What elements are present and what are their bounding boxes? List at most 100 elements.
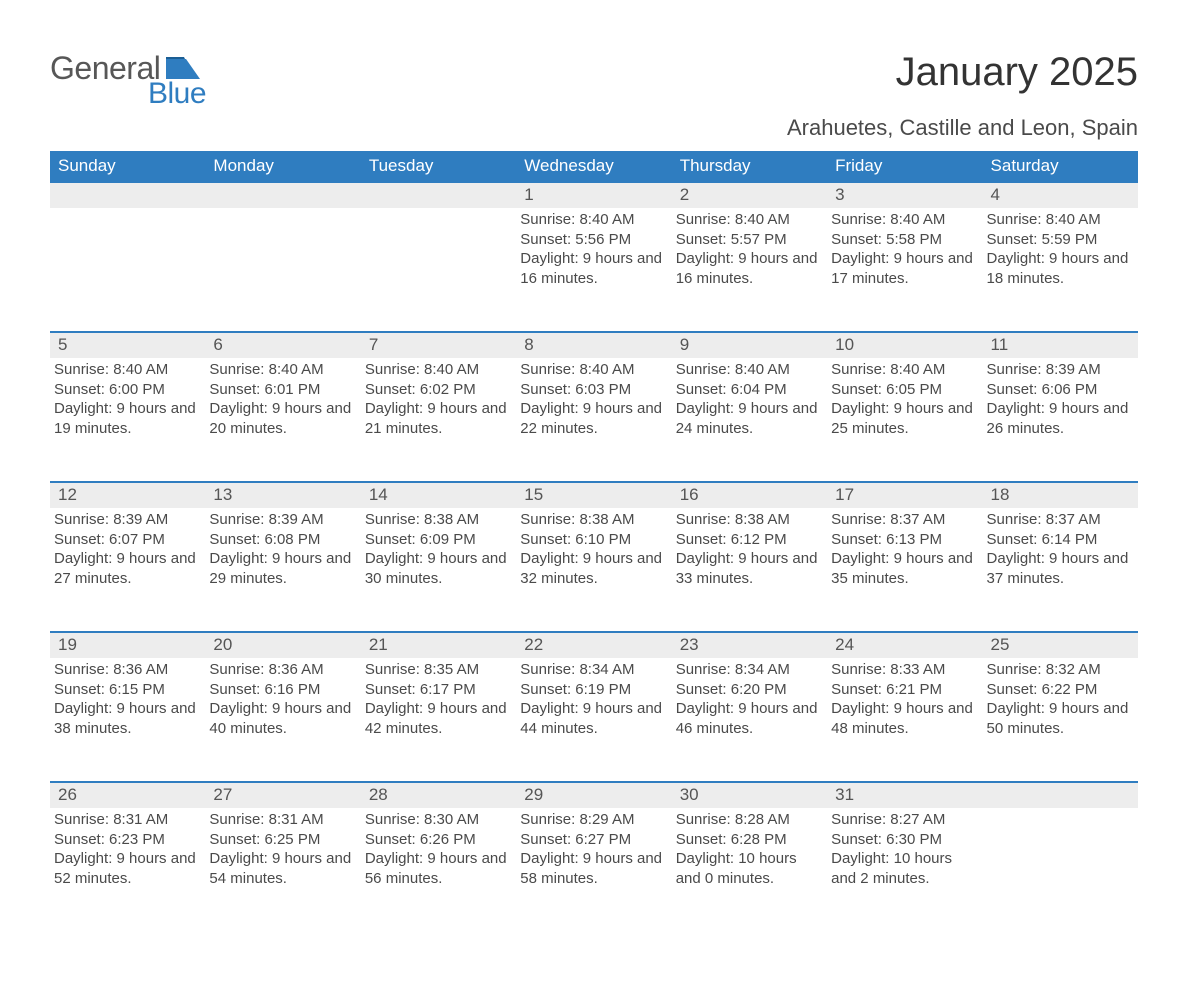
day-body: Sunrise: 8:39 AMSunset: 6:06 PMDaylight:… <box>983 358 1138 440</box>
sunset-text: Sunset: 6:20 PM <box>676 680 823 700</box>
daylight-text: Daylight: 9 hours and 40 minutes. <box>209 699 356 738</box>
month-title: January 2025 <box>787 50 1138 95</box>
day-number: 29 <box>516 781 671 808</box>
day-body: Sunrise: 8:40 AMSunset: 5:56 PMDaylight:… <box>516 208 671 290</box>
weekday-header: Sunday <box>50 151 205 181</box>
day-body <box>50 208 205 212</box>
sunrise-text: Sunrise: 8:30 AM <box>365 810 512 830</box>
weekday-header: Saturday <box>983 151 1138 181</box>
weekday-header: Monday <box>205 151 360 181</box>
day-cell: 9Sunrise: 8:40 AMSunset: 6:04 PMDaylight… <box>672 331 827 481</box>
page-header: General Blue January 2025 Arahuetes, Cas… <box>50 50 1138 147</box>
day-body: Sunrise: 8:35 AMSunset: 6:17 PMDaylight:… <box>361 658 516 740</box>
day-number: 14 <box>361 481 516 508</box>
day-cell: 13Sunrise: 8:39 AMSunset: 6:08 PMDayligh… <box>205 481 360 631</box>
day-cell: 18Sunrise: 8:37 AMSunset: 6:14 PMDayligh… <box>983 481 1138 631</box>
day-cell: 28Sunrise: 8:30 AMSunset: 6:26 PMDayligh… <box>361 781 516 931</box>
day-body: Sunrise: 8:40 AMSunset: 6:04 PMDaylight:… <box>672 358 827 440</box>
weekday-header: Thursday <box>672 151 827 181</box>
day-cell: 26Sunrise: 8:31 AMSunset: 6:23 PMDayligh… <box>50 781 205 931</box>
day-cell: 2Sunrise: 8:40 AMSunset: 5:57 PMDaylight… <box>672 181 827 331</box>
sunrise-text: Sunrise: 8:32 AM <box>987 660 1134 680</box>
sunset-text: Sunset: 6:25 PM <box>209 830 356 850</box>
sunrise-text: Sunrise: 8:33 AM <box>831 660 978 680</box>
sunrise-text: Sunrise: 8:34 AM <box>520 660 667 680</box>
sunset-text: Sunset: 6:01 PM <box>209 380 356 400</box>
sunset-text: Sunset: 6:04 PM <box>676 380 823 400</box>
sunset-text: Sunset: 6:28 PM <box>676 830 823 850</box>
sunset-text: Sunset: 6:12 PM <box>676 530 823 550</box>
day-cell: 21Sunrise: 8:35 AMSunset: 6:17 PMDayligh… <box>361 631 516 781</box>
day-body: Sunrise: 8:29 AMSunset: 6:27 PMDaylight:… <box>516 808 671 890</box>
day-body: Sunrise: 8:27 AMSunset: 6:30 PMDaylight:… <box>827 808 982 890</box>
day-body: Sunrise: 8:31 AMSunset: 6:25 PMDaylight:… <box>205 808 360 890</box>
daylight-text: Daylight: 9 hours and 44 minutes. <box>520 699 667 738</box>
day-cell: 12Sunrise: 8:39 AMSunset: 6:07 PMDayligh… <box>50 481 205 631</box>
sunset-text: Sunset: 6:15 PM <box>54 680 201 700</box>
day-body: Sunrise: 8:38 AMSunset: 6:09 PMDaylight:… <box>361 508 516 590</box>
day-cell: 4Sunrise: 8:40 AMSunset: 5:59 PMDaylight… <box>983 181 1138 331</box>
daylight-text: Daylight: 10 hours and 0 minutes. <box>676 849 823 888</box>
day-body: Sunrise: 8:40 AMSunset: 5:57 PMDaylight:… <box>672 208 827 290</box>
daylight-text: Daylight: 9 hours and 32 minutes. <box>520 549 667 588</box>
sunrise-text: Sunrise: 8:31 AM <box>209 810 356 830</box>
day-cell: 11Sunrise: 8:39 AMSunset: 6:06 PMDayligh… <box>983 331 1138 481</box>
day-number: 28 <box>361 781 516 808</box>
sunset-text: Sunset: 5:59 PM <box>987 230 1134 250</box>
week-row: 12Sunrise: 8:39 AMSunset: 6:07 PMDayligh… <box>50 481 1138 631</box>
week-row: 19Sunrise: 8:36 AMSunset: 6:15 PMDayligh… <box>50 631 1138 781</box>
flag-icon <box>166 57 200 79</box>
sunset-text: Sunset: 6:21 PM <box>831 680 978 700</box>
day-cell: 20Sunrise: 8:36 AMSunset: 6:16 PMDayligh… <box>205 631 360 781</box>
day-number: 10 <box>827 331 982 358</box>
daylight-text: Daylight: 9 hours and 26 minutes. <box>987 399 1134 438</box>
sunrise-text: Sunrise: 8:39 AM <box>209 510 356 530</box>
daylight-text: Daylight: 9 hours and 54 minutes. <box>209 849 356 888</box>
calendar-table: SundayMondayTuesdayWednesdayThursdayFrid… <box>50 151 1138 931</box>
daylight-text: Daylight: 9 hours and 19 minutes. <box>54 399 201 438</box>
sunset-text: Sunset: 6:05 PM <box>831 380 978 400</box>
sunrise-text: Sunrise: 8:36 AM <box>209 660 356 680</box>
sunrise-text: Sunrise: 8:34 AM <box>676 660 823 680</box>
day-body: Sunrise: 8:40 AMSunset: 6:02 PMDaylight:… <box>361 358 516 440</box>
day-number: 7 <box>361 331 516 358</box>
day-number <box>361 181 516 208</box>
sunrise-text: Sunrise: 8:40 AM <box>987 210 1134 230</box>
daylight-text: Daylight: 9 hours and 22 minutes. <box>520 399 667 438</box>
day-cell: 8Sunrise: 8:40 AMSunset: 6:03 PMDaylight… <box>516 331 671 481</box>
day-number: 23 <box>672 631 827 658</box>
day-cell: 1Sunrise: 8:40 AMSunset: 5:56 PMDaylight… <box>516 181 671 331</box>
sunrise-text: Sunrise: 8:40 AM <box>831 360 978 380</box>
daylight-text: Daylight: 9 hours and 21 minutes. <box>365 399 512 438</box>
day-cell <box>361 181 516 331</box>
week-row: 5Sunrise: 8:40 AMSunset: 6:00 PMDaylight… <box>50 331 1138 481</box>
sunset-text: Sunset: 6:14 PM <box>987 530 1134 550</box>
day-number: 5 <box>50 331 205 358</box>
daylight-text: Daylight: 9 hours and 27 minutes. <box>54 549 201 588</box>
sunset-text: Sunset: 6:19 PM <box>520 680 667 700</box>
sunset-text: Sunset: 6:10 PM <box>520 530 667 550</box>
day-number: 26 <box>50 781 205 808</box>
day-number: 20 <box>205 631 360 658</box>
day-number: 15 <box>516 481 671 508</box>
day-cell: 7Sunrise: 8:40 AMSunset: 6:02 PMDaylight… <box>361 331 516 481</box>
daylight-text: Daylight: 9 hours and 56 minutes. <box>365 849 512 888</box>
day-body: Sunrise: 8:40 AMSunset: 5:59 PMDaylight:… <box>983 208 1138 290</box>
daylight-text: Daylight: 9 hours and 50 minutes. <box>987 699 1134 738</box>
weekday-header: Friday <box>827 151 982 181</box>
sunrise-text: Sunrise: 8:40 AM <box>54 360 201 380</box>
day-body <box>205 208 360 212</box>
day-number: 16 <box>672 481 827 508</box>
sunrise-text: Sunrise: 8:35 AM <box>365 660 512 680</box>
day-number <box>50 181 205 208</box>
weekday-header: Tuesday <box>361 151 516 181</box>
day-cell <box>205 181 360 331</box>
sunrise-text: Sunrise: 8:37 AM <box>987 510 1134 530</box>
day-cell: 5Sunrise: 8:40 AMSunset: 6:00 PMDaylight… <box>50 331 205 481</box>
day-number: 21 <box>361 631 516 658</box>
day-body: Sunrise: 8:31 AMSunset: 6:23 PMDaylight:… <box>50 808 205 890</box>
daylight-text: Daylight: 9 hours and 30 minutes. <box>365 549 512 588</box>
sunrise-text: Sunrise: 8:38 AM <box>365 510 512 530</box>
sunrise-text: Sunrise: 8:39 AM <box>54 510 201 530</box>
day-number <box>205 181 360 208</box>
